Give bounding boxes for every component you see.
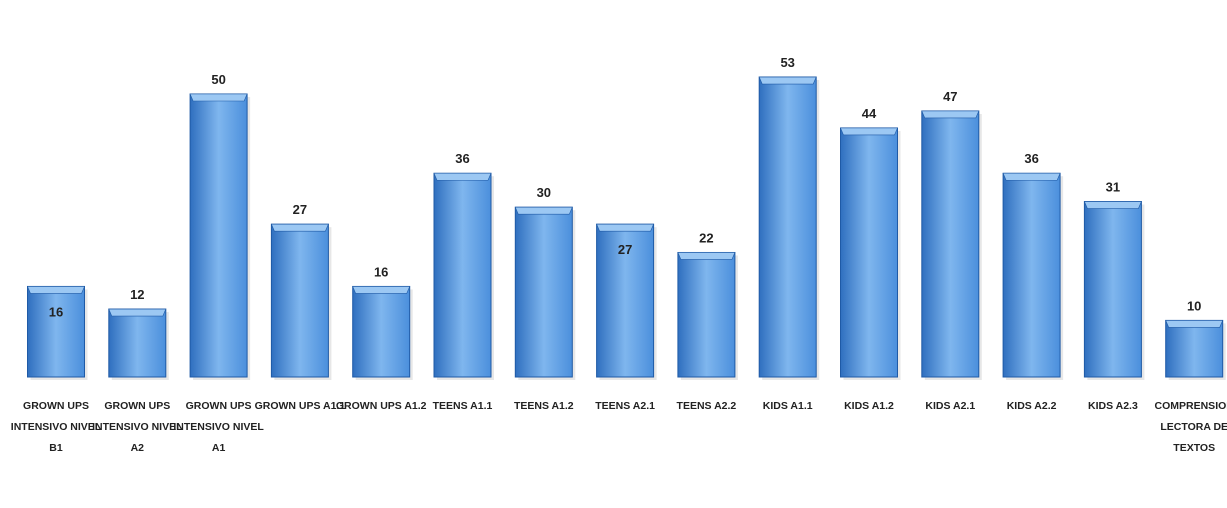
x-tick-label: GROWN UPS A1.2	[336, 400, 427, 412]
x-tick-label-line: GROWN UPS	[186, 400, 252, 412]
x-tick-label-line: TEENS A2.2	[677, 400, 737, 412]
x-tick-label-line: LECTORA DE	[1160, 421, 1227, 433]
x-tick-label-line: KIDS A1.1	[763, 400, 813, 412]
data-label: 16	[49, 304, 63, 319]
x-tick-label-line: A1	[212, 442, 226, 454]
bar-bevel-top	[189, 93, 248, 102]
bar	[677, 251, 736, 378]
value-labels-group: 16 12 50 27 16 36 30 27 22 53 44 47 36 31 10	[49, 55, 1202, 319]
x-tick-label: TEENS A1.2	[514, 400, 574, 412]
data-label: 27	[293, 202, 307, 217]
x-tick-label-line: GROWN UPS	[104, 400, 170, 412]
data-label: 16	[374, 264, 388, 279]
x-tick-label: GROWN UPS A1.1	[255, 400, 346, 412]
data-label: 27	[618, 242, 632, 257]
bar-bevel-top	[758, 76, 817, 85]
bar-bevel-top	[840, 127, 898, 136]
x-tick-label-line: TEENS A1.1	[433, 400, 493, 412]
x-tick-label-line: INTENSIVO NIVEL	[11, 421, 102, 433]
bar-bevel-top	[433, 172, 492, 181]
bar-bevel-top	[27, 286, 85, 294]
x-tick-label: KIDS A2.2	[1007, 400, 1057, 412]
data-label: 53	[780, 55, 794, 70]
x-tick-label: TEENS A2.1	[595, 400, 655, 412]
x-tick-label: KIDS A1.2	[844, 400, 894, 412]
bar	[270, 223, 329, 378]
bar	[758, 76, 817, 378]
data-label: 30	[537, 185, 551, 200]
data-label: 12	[130, 287, 144, 302]
x-tick-label-line: A2	[131, 442, 145, 454]
bar-bevel-top	[677, 252, 736, 260]
bar-bevel-top	[108, 308, 167, 317]
bar	[27, 285, 85, 378]
x-tick-label-line: COMPRENSION	[1155, 400, 1227, 412]
x-tick-label-line: B1	[49, 442, 63, 454]
data-label: 10	[1187, 298, 1201, 313]
x-tick-label: COMPRENSION LECTORA DE TEXTOS	[1155, 400, 1227, 454]
x-tick-label-line: GROWN UPS	[23, 400, 89, 412]
bar	[514, 206, 573, 378]
bar	[840, 127, 898, 378]
bar-bevel-top	[352, 286, 411, 294]
x-tick-label-line: INTENSIVO NIVEL	[92, 421, 183, 433]
bars-group	[27, 76, 1226, 381]
bar	[108, 308, 167, 378]
x-tick-label-line: TEENS A1.2	[514, 400, 574, 412]
bar-bevel-top	[921, 110, 980, 119]
x-tick-label-line: KIDS A2.2	[1007, 400, 1057, 412]
bar-bevel-top	[514, 206, 573, 215]
bar-bevel-top	[270, 223, 329, 232]
x-tick-label: KIDS A2.1	[925, 400, 975, 412]
bar	[189, 93, 248, 378]
x-tick-label: TEENS A1.1	[433, 400, 493, 412]
x-tick-label: GROWN UPS INTENSIVO NIVEL A2	[92, 400, 183, 454]
bar-bevel-top	[596, 223, 655, 232]
data-label: 44	[862, 106, 877, 121]
data-label: 50	[211, 72, 225, 87]
x-tick-label-line: KIDS A2.3	[1088, 400, 1138, 412]
x-tick-label: GROWN UPS INTENSIVO NIVEL A1	[173, 400, 264, 454]
data-label: 47	[943, 89, 957, 104]
bar	[596, 223, 655, 378]
bar-bevel-top	[1083, 201, 1142, 209]
data-label: 22	[699, 230, 713, 245]
x-tick-label: KIDS A2.3	[1088, 400, 1138, 412]
x-tick-label: TEENS A2.2	[677, 400, 737, 412]
bar	[1002, 172, 1061, 378]
bar-bevel-top	[1165, 320, 1224, 328]
bar	[352, 285, 411, 378]
bar	[1165, 319, 1224, 378]
x-tick-label: KIDS A1.1	[763, 400, 813, 412]
data-label: 36	[1024, 151, 1038, 166]
x-tick-label-line: GROWN UPS A1.1	[255, 400, 346, 412]
bar-bevel-top	[1002, 172, 1061, 181]
x-tick-label-line: TEXTOS	[1173, 442, 1215, 454]
data-label: 31	[1106, 180, 1120, 195]
x-tick-label-line: KIDS A1.2	[844, 400, 894, 412]
bar	[921, 110, 980, 378]
x-tick-label-line: GROWN UPS A1.2	[336, 400, 427, 412]
data-label: 36	[455, 151, 469, 166]
x-tick-label-line: INTENSIVO NIVEL	[173, 421, 264, 433]
x-tick-label: GROWN UPS INTENSIVO NIVEL B1	[11, 400, 102, 454]
x-tick-label-line: KIDS A2.1	[925, 400, 975, 412]
bar	[433, 172, 492, 378]
bar	[1083, 201, 1142, 378]
x-tick-label-line: TEENS A2.1	[595, 400, 655, 412]
